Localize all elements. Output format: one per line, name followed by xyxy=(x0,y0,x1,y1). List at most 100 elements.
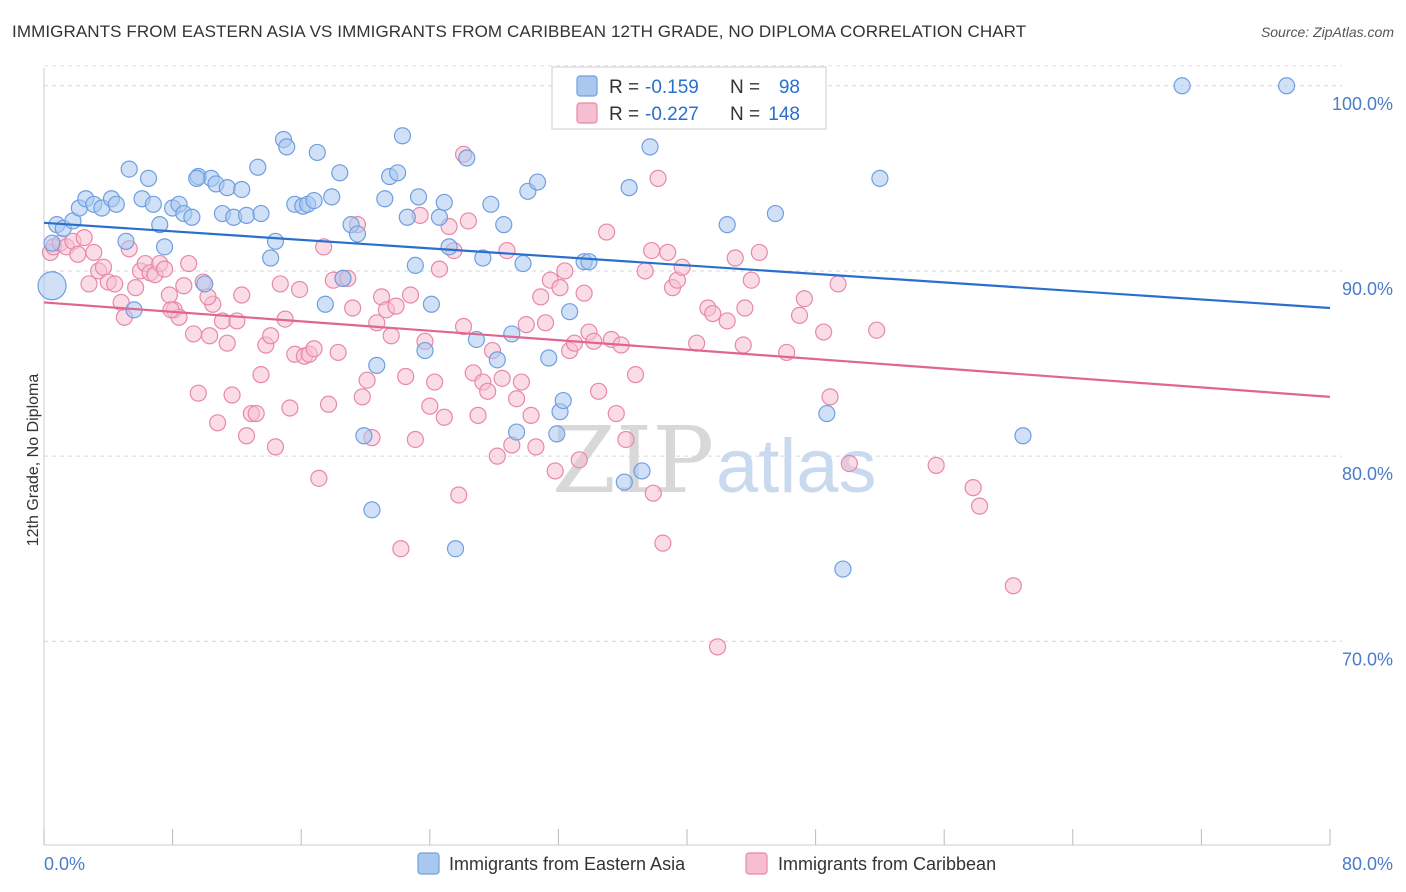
x-tick-label: 80.0% xyxy=(1342,854,1393,874)
bottom-legend-swatch-caribbean xyxy=(745,852,768,875)
point-eastern-asia xyxy=(237,206,256,224)
point-caribbean xyxy=(617,430,635,449)
point-eastern-asia xyxy=(363,501,381,519)
point-eastern-asia xyxy=(316,295,334,313)
point-eastern-asia xyxy=(1277,77,1296,95)
point-eastern-asia xyxy=(37,271,67,301)
point-eastern-asia xyxy=(348,225,367,243)
point-caribbean xyxy=(387,297,405,315)
point-caribbean xyxy=(401,286,420,304)
point-eastern-asia xyxy=(548,425,566,443)
point-eastern-asia xyxy=(252,204,270,223)
point-caribbean xyxy=(532,288,550,306)
point-caribbean xyxy=(218,334,236,352)
y-tick-label: 90.0% xyxy=(1342,279,1393,299)
point-caribbean xyxy=(829,275,847,293)
point-caribbean xyxy=(262,327,280,345)
point-caribbean xyxy=(127,279,145,297)
point-caribbean xyxy=(718,312,736,330)
point-caribbean xyxy=(589,382,608,400)
point-caribbean xyxy=(189,384,207,402)
point-caribbean xyxy=(565,334,584,352)
point-caribbean xyxy=(868,321,886,339)
point-caribbean xyxy=(233,286,251,304)
point-caribbean xyxy=(94,258,113,276)
point-eastern-asia xyxy=(196,275,214,293)
point-eastern-asia xyxy=(43,234,61,252)
point-caribbean xyxy=(75,229,93,247)
point-caribbean xyxy=(397,367,415,386)
y-tick-label: 100.0% xyxy=(1332,94,1393,114)
point-caribbean xyxy=(209,414,227,432)
point-eastern-asia xyxy=(503,325,521,343)
point-caribbean xyxy=(551,279,569,297)
point-caribbean xyxy=(498,241,516,260)
legend-box xyxy=(551,66,827,130)
point-caribbean xyxy=(175,277,193,295)
point-caribbean xyxy=(512,373,531,391)
point-caribbean xyxy=(237,427,256,445)
legend-n-label-1: N = xyxy=(730,77,760,98)
point-caribbean xyxy=(649,169,667,187)
legend-r-label-1: R = xyxy=(609,77,639,98)
point-eastern-asia xyxy=(440,238,458,256)
point-caribbean xyxy=(546,462,564,480)
point-caribbean xyxy=(329,343,347,362)
point-caribbean xyxy=(392,540,410,558)
point-caribbean xyxy=(840,454,858,473)
ticks-layer: 70.0% 80.0% 90.0% 100.0% 0.0% 80.0% xyxy=(44,94,1393,874)
legend-r-label-2: R = xyxy=(609,104,639,125)
point-eastern-asia xyxy=(188,169,206,187)
point-caribbean xyxy=(421,397,439,415)
point-caribbean xyxy=(644,484,662,502)
point-caribbean xyxy=(673,258,691,276)
point-eastern-asia xyxy=(1173,77,1191,95)
point-caribbean xyxy=(305,340,323,358)
point-caribbean xyxy=(736,299,754,317)
point-caribbean xyxy=(790,306,809,324)
legend-swatch-eastern-asia xyxy=(576,75,598,97)
point-eastern-asia xyxy=(308,143,326,162)
y-tick-label: 70.0% xyxy=(1342,649,1393,669)
point-eastern-asia xyxy=(355,427,373,445)
point-caribbean xyxy=(69,245,87,263)
point-caribbean xyxy=(688,334,706,352)
trendline-caribbean xyxy=(43,301,1331,398)
point-caribbean xyxy=(382,327,400,345)
point-caribbean xyxy=(450,486,468,504)
point-caribbean xyxy=(795,290,813,308)
y-tick-label: 80.0% xyxy=(1342,464,1393,484)
point-caribbean xyxy=(459,212,477,230)
point-eastern-asia xyxy=(398,208,416,226)
point-eastern-asia xyxy=(331,164,349,182)
point-eastern-asia xyxy=(278,138,296,156)
legend-swatch-caribbean xyxy=(576,102,598,124)
point-eastern-asia xyxy=(334,269,352,287)
point-eastern-asia xyxy=(305,191,323,210)
point-eastern-asia xyxy=(183,208,201,226)
point-eastern-asia xyxy=(641,138,659,156)
point-eastern-asia xyxy=(554,391,572,410)
point-caribbean xyxy=(310,469,328,487)
legend-n-label-2: N = xyxy=(730,104,760,125)
point-caribbean xyxy=(964,479,982,497)
point-eastern-asia xyxy=(151,216,169,234)
point-caribbean xyxy=(319,395,338,413)
point-caribbean xyxy=(488,447,506,465)
point-caribbean xyxy=(522,406,540,424)
point-caribbean xyxy=(315,238,333,256)
point-caribbean xyxy=(708,638,727,656)
point-caribbean xyxy=(106,275,124,293)
point-eastern-asia xyxy=(834,560,852,578)
point-eastern-asia xyxy=(144,195,162,213)
point-caribbean xyxy=(654,534,672,552)
point-eastern-asia xyxy=(120,160,138,178)
point-eastern-asia xyxy=(139,169,158,187)
top-legend: R = -0.159 N = 98 R = -0.227 N = 148 xyxy=(551,66,827,130)
point-eastern-asia xyxy=(458,149,476,167)
point-eastern-asia xyxy=(482,195,500,213)
point-eastern-asia xyxy=(580,253,598,271)
bottom-legend-label-eastern-asia: Immigrants from Eastern Asia xyxy=(449,854,686,874)
point-eastern-asia xyxy=(528,173,547,191)
